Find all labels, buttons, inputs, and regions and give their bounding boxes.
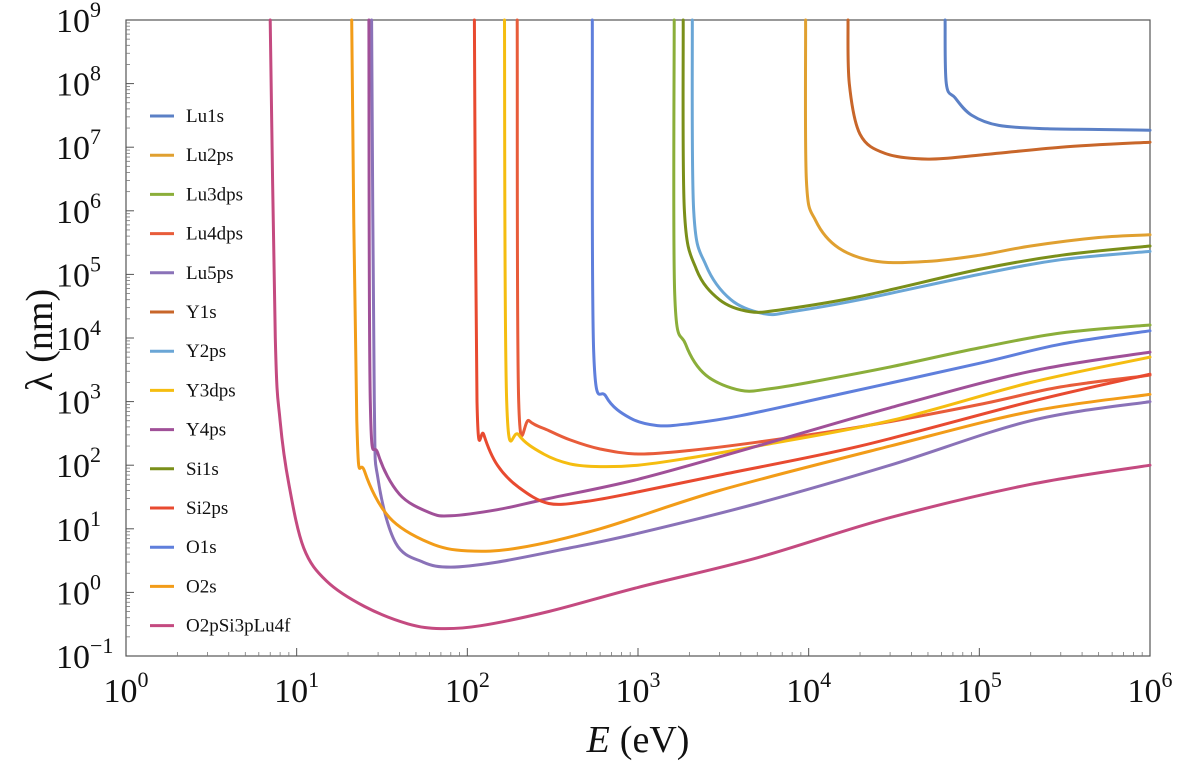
legend-label: Y2ps (186, 341, 226, 362)
series-line-y1s (846, 18, 1152, 161)
y-tick-label: 100 (56, 569, 101, 612)
series-line-o1s (590, 18, 1152, 428)
legend: Lu1s Lu2ps Lu3dps Lu4dps Lu5ps Y1s Y2ps Y3dps Y4… (150, 106, 291, 637)
legend-label: Lu2ps (186, 145, 234, 166)
series-line-lu1s (943, 18, 1152, 132)
series-line-o2s (350, 18, 1152, 553)
y-tick-label: 101 (56, 506, 101, 549)
y-tick-label: 106 (56, 188, 101, 231)
legend-label: O2s (186, 576, 217, 597)
y-tick-label: 107 (56, 124, 101, 167)
legend-label: Lu3dps (186, 184, 243, 205)
y-tick-label: 108 (56, 61, 101, 104)
series-line-y2ps (690, 18, 1152, 317)
legend-label: Si2ps (186, 498, 228, 519)
legend-label: Y4ps (186, 420, 226, 441)
x-tick-label: 102 (445, 667, 490, 710)
series-line-si2ps (472, 18, 1152, 506)
y-tick-label: 10−1 (56, 633, 113, 676)
legend-label: O1s (186, 537, 217, 558)
y-tick-label: 109 (56, 0, 101, 40)
x-tick-label: 101 (274, 667, 319, 710)
legend-label: Lu1s (186, 106, 224, 127)
series-line-lu5ps (370, 18, 1152, 569)
y-tick-label: 105 (56, 251, 101, 294)
series-line-y4ps (367, 18, 1152, 518)
x-tick-label: 100 (104, 667, 149, 710)
y-tick-label: 104 (56, 315, 101, 358)
legend-label: Lu5ps (186, 263, 234, 284)
legend-label: O2pSi3pLu4f (186, 616, 291, 637)
series-line-lu2ps (803, 18, 1152, 265)
y-axis-ticks: 10−1 100 101 102 103 104 105 106 107 108 109 (56, 0, 134, 676)
plot-frame (125, 19, 1151, 657)
y-axis-title: λ(nm) (19, 289, 61, 391)
series-line-lu3dps (672, 18, 1152, 393)
legend-label: Si1s (186, 459, 219, 480)
series-line-si1s (681, 18, 1152, 314)
y-tick-label: 103 (56, 379, 101, 422)
y-tick-label: 102 (56, 442, 101, 485)
series-line-o2psi3plu4f (268, 18, 1152, 631)
x-axis-title: E (eV) (586, 719, 690, 761)
legend-label: Y3dps (186, 380, 236, 401)
series-layer (268, 18, 1152, 631)
legend-label: Y1s (186, 302, 217, 323)
legend-label: Lu4dps (186, 224, 243, 245)
x-tick-label: 106 (1128, 667, 1173, 710)
x-tick-label: 103 (616, 667, 661, 710)
series-line-y3dps (503, 18, 1152, 469)
x-tick-label: 105 (957, 667, 1002, 710)
x-tick-label: 104 (786, 667, 831, 710)
series-line-lu4dps (515, 18, 1152, 456)
x-axis-ticks: 100 101 102 103 104 105 106 (104, 648, 1173, 710)
